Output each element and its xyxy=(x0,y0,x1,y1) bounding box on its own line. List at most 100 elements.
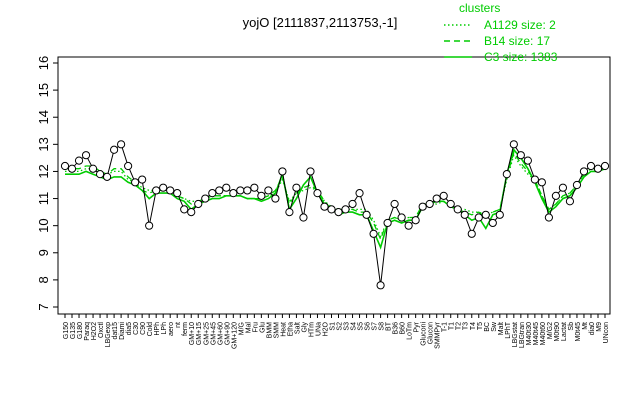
data-point xyxy=(509,140,518,149)
data-point xyxy=(348,199,357,209)
x-tick-label: Glucon xyxy=(428,322,435,344)
x-tick-label: Heat xyxy=(280,322,287,337)
data-point xyxy=(565,197,575,206)
x-tick-label: S8 xyxy=(379,322,386,331)
x-tick-label: M0t90 xyxy=(554,322,561,342)
legend-label: B14 size: 17 xyxy=(484,34,550,48)
data-point xyxy=(558,183,568,192)
x-axis: G150 G135 G180 Paraq H2O2 Oxctl LBGexp dat15 Dia… xyxy=(63,314,610,349)
data-point xyxy=(474,213,483,222)
data-point xyxy=(362,210,371,219)
data-point xyxy=(208,189,217,198)
x-tick-label: Mt xyxy=(582,322,589,330)
data-point xyxy=(425,199,434,209)
data-point xyxy=(432,194,441,203)
x-tick-label: C90 xyxy=(140,322,147,335)
data-point xyxy=(544,213,553,222)
x-tick-label: T5 xyxy=(477,322,484,330)
x-tick-label: M/G2 xyxy=(547,322,554,339)
data-point xyxy=(102,172,112,181)
data-point xyxy=(257,191,266,200)
legend-entries: A1129 size: 2 B14 size: 17 C3 size: 1383 xyxy=(444,18,558,64)
x-tick-label: LoTm xyxy=(407,322,414,340)
profile-line-solid xyxy=(65,148,606,250)
gene-line xyxy=(64,143,606,286)
x-tick-label: Salt xyxy=(294,322,301,334)
data-point xyxy=(271,194,280,203)
x-tick-label: Sw xyxy=(491,321,498,332)
x-tick-label: LBGstat xyxy=(512,322,519,347)
x-tick-label: dia5 xyxy=(126,322,133,335)
x-tick-label: Etha xyxy=(287,322,294,337)
data-point xyxy=(243,186,252,195)
data-point xyxy=(299,213,308,222)
data-point xyxy=(306,167,315,176)
x-tick-label: GM+45 xyxy=(210,322,217,345)
x-tick-label: Gluconi xyxy=(421,322,428,346)
x-tick-label: SMM xyxy=(273,322,280,339)
x-tick-label: Pyr xyxy=(414,321,421,332)
y-axis: 7 8 9 10 11 12 13 14 15 16 xyxy=(36,56,58,311)
x-tick-label: LPhT xyxy=(505,321,512,338)
data-point xyxy=(180,205,189,214)
data-point xyxy=(446,199,455,209)
data-point xyxy=(453,205,462,214)
y-tick-label: 13 xyxy=(36,137,51,151)
data-point xyxy=(81,151,91,160)
x-tick-label: GM+25 xyxy=(203,322,210,345)
x-tick-label: M40t30 xyxy=(526,322,533,345)
x-tick-label: Oxctl xyxy=(98,322,105,338)
x-tick-label: M0t45 xyxy=(575,322,582,342)
x-tick-label: UNcon xyxy=(603,322,610,344)
y-tick-label: 15 xyxy=(36,83,51,97)
data-point xyxy=(292,183,301,192)
data-point xyxy=(390,199,399,209)
data-point xyxy=(313,189,322,198)
x-tick-label: T-1 xyxy=(442,322,449,332)
data-point xyxy=(131,178,140,187)
x-tick-label: dat15 xyxy=(112,322,119,340)
x-tick-label: B60 xyxy=(400,322,407,335)
x-tick-label: aero xyxy=(168,322,175,336)
data-point xyxy=(369,229,378,238)
data-point xyxy=(586,161,596,171)
data-point xyxy=(537,178,546,187)
x-tick-label: H2O2 xyxy=(91,322,98,340)
x-tick-label: S4 xyxy=(351,322,358,331)
data-point xyxy=(88,164,98,173)
data-point xyxy=(495,210,504,219)
data-point xyxy=(467,229,476,238)
y-tick-label: 14 xyxy=(36,110,51,124)
data-point xyxy=(341,205,350,214)
x-tick-label: Mal xyxy=(245,322,252,334)
x-tick-label: M9 xyxy=(596,322,603,332)
x-tick-label: G180 xyxy=(77,322,84,339)
data-point xyxy=(516,151,525,160)
plot-frame xyxy=(57,56,611,315)
x-tick-label: HPh xyxy=(154,322,161,336)
x-tick-label: H2O xyxy=(322,321,329,336)
x-tick-label: M40t60 xyxy=(540,322,547,345)
data-point xyxy=(201,194,210,203)
data-point xyxy=(355,189,364,198)
y-tick-label: 7 xyxy=(36,303,51,310)
data-point xyxy=(215,186,224,195)
x-tick-label: Malt xyxy=(498,322,505,335)
x-tick-label: UNa xyxy=(315,322,322,336)
x-tick-label: G135 xyxy=(70,322,77,339)
data-point xyxy=(572,180,582,190)
data-point xyxy=(124,161,133,171)
x-tick-label: S3 xyxy=(344,322,351,331)
data-point xyxy=(327,205,336,214)
data-point xyxy=(278,167,287,176)
cluster-profiles xyxy=(65,148,606,250)
data-point xyxy=(159,183,168,192)
data-point xyxy=(194,199,203,209)
x-tick-label: BMM xyxy=(266,322,273,339)
x-tick-label: Diami xyxy=(119,322,126,340)
data-point xyxy=(411,216,420,225)
x-tick-label: Gly xyxy=(301,322,308,333)
data-point xyxy=(600,161,610,171)
x-tick-label: Cold xyxy=(147,322,154,337)
